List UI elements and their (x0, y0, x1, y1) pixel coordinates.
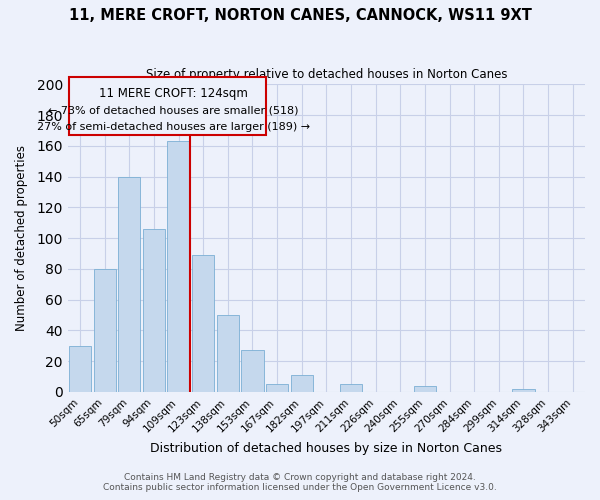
Bar (290, 375, 313, 392)
Text: 11, MERE CROFT, NORTON CANES, CANNOCK, WS11 9XT: 11, MERE CROFT, NORTON CANES, CANNOCK, W… (68, 8, 532, 22)
FancyBboxPatch shape (69, 77, 266, 135)
Bar (94, 269, 116, 392)
Bar (192, 255, 214, 392)
Bar (167, 142, 190, 392)
Text: 27% of semi-detached houses are larger (189) →: 27% of semi-detached houses are larger (… (37, 122, 310, 132)
Y-axis label: Number of detached properties: Number of detached properties (15, 145, 28, 331)
Bar (143, 229, 165, 392)
Text: 11 MERE CROFT: 124sqm: 11 MERE CROFT: 124sqm (99, 87, 248, 100)
X-axis label: Distribution of detached houses by size in Norton Canes: Distribution of detached houses by size … (151, 442, 502, 455)
Bar (241, 350, 263, 392)
Bar (266, 384, 288, 392)
Title: Size of property relative to detached houses in Norton Canes: Size of property relative to detached ho… (146, 68, 507, 80)
Bar (414, 386, 436, 392)
Text: Contains HM Land Registry data © Crown copyright and database right 2024.
Contai: Contains HM Land Registry data © Crown c… (103, 473, 497, 492)
Bar (512, 389, 535, 392)
Bar (340, 384, 362, 392)
Text: ← 73% of detached houses are smaller (518): ← 73% of detached houses are smaller (51… (49, 106, 299, 116)
Bar (217, 315, 239, 392)
Bar (69, 346, 91, 392)
Bar (118, 176, 140, 392)
